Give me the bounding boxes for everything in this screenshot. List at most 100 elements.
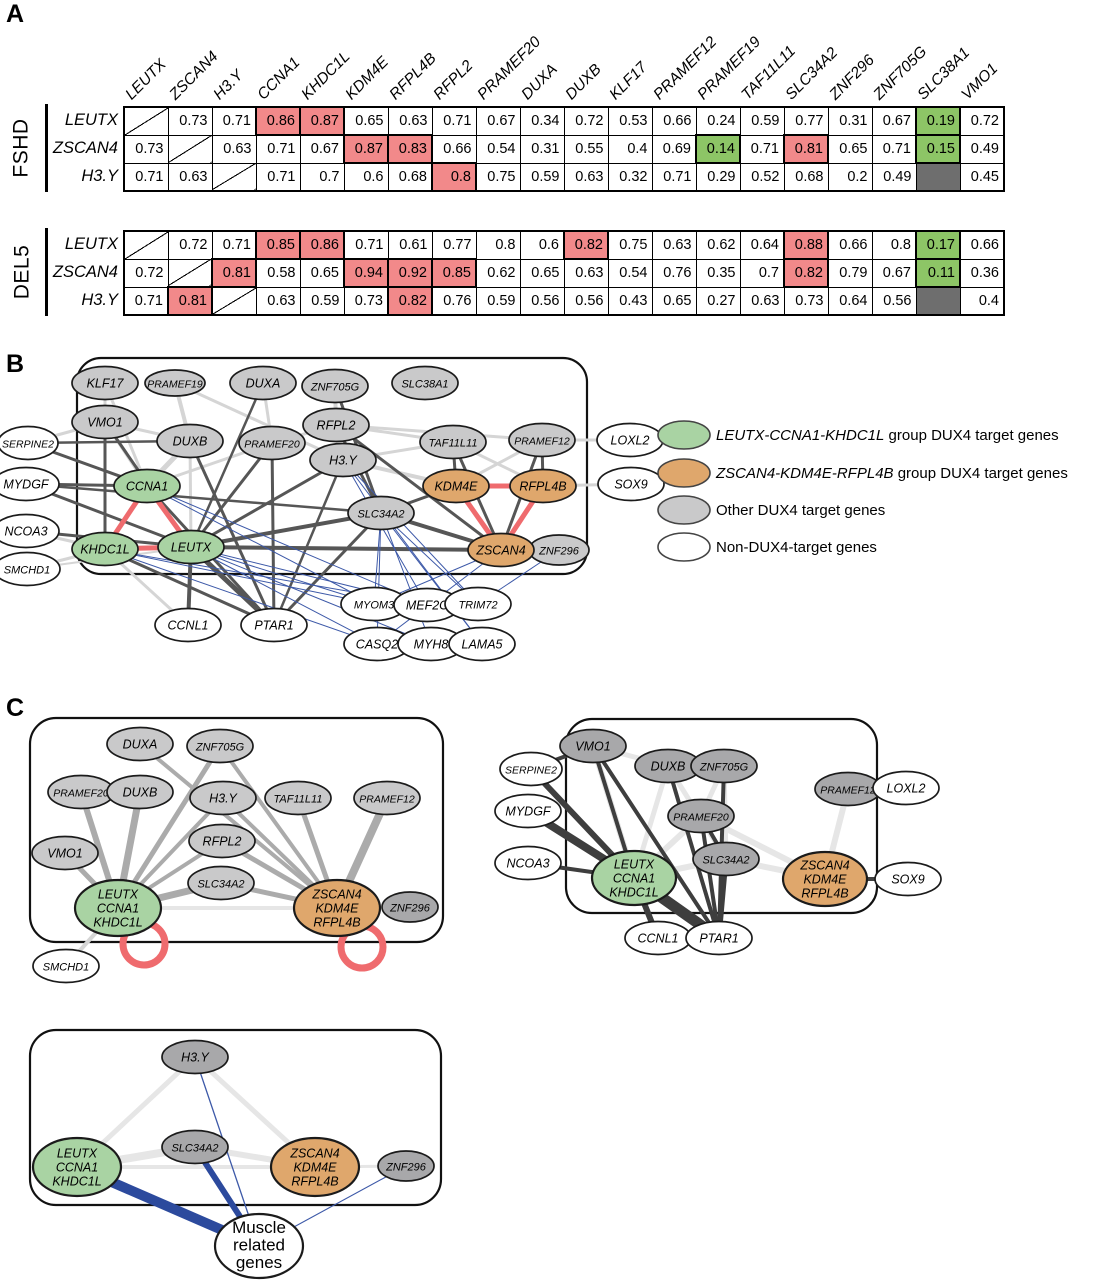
node-label: ZNF296 [538,545,580,557]
node-H3.Y [161,1039,229,1075]
panel-c-label: C [6,694,25,722]
group-box [28,716,445,944]
node-label: DUXB [651,759,686,773]
node-label: SLC34A2 [171,1142,218,1154]
node-LOXL2 [872,770,940,806]
diagonal-cell [167,134,213,164]
corr-cell: 0.59 [299,286,345,316]
corr-cell: 0.66 [827,230,873,260]
node-PRAMEF20 [238,425,306,461]
row-label-FSHD-ZSCAN4: ZSCAN4 [52,139,118,157]
corr-cell: 0.67 [299,134,345,164]
corr-cell: 0.59 [475,286,521,316]
muscle-network: H3.Y SLC34A2 ZNF296 LEUTX CCNA1 KHDC1L ZSCAN4 K… [28,1028,443,1280]
row-label-FSHD-H3.Y: H3.Y [81,167,118,185]
node-label: ZSCAN4 KDM4E RFPL4B [311,887,361,929]
legend-item-label: Non-DUX4-target genes [716,539,877,556]
corr-cell: 0.71 [123,286,169,316]
corr-cell: 0.73 [123,134,169,164]
table-row: 0.71 0.81 0.63 0.59 0.73 0.82 0.76 0.59 0.56 0.56… [123,286,1005,316]
node-VMO1 [71,404,139,440]
corr-cell: 0.63 [563,258,609,288]
node-MYDGF [0,466,60,502]
node-PRAMEF20 [667,798,735,834]
corr-cell: 0.24 [695,106,741,136]
node-label: SERPINE2 [2,438,54,450]
node-SOX9 [597,466,665,502]
node-label: ZNF296 [385,1161,427,1173]
fshd-grouped-network: DUXA ZNF705G PRAMEF20 DUXB H3.Y TAF11L11 PRAME… [28,716,445,984]
node-DUXB [106,774,174,810]
node-CCNA1 [113,468,181,504]
highlight-red-cell: 0.85 [255,230,301,260]
node-label: LOXL2 [887,781,926,795]
edge-KHDC1L-CASQ2 [104,548,378,645]
edge-KHDC1L-PTAR1 [103,547,276,627]
highlight-green-cell: 0.15 [915,134,961,164]
edge-DUXB-PTAR1 [666,764,721,940]
corr-cell: 0.79 [827,258,873,288]
node-LEUTX-CCNA1-KHDC1L [590,849,678,907]
node-label: VMO1 [47,846,82,860]
corr-cell: 0.63 [387,106,433,136]
corr-cell: 0.52 [739,162,785,192]
node-PTAR1 [240,607,308,643]
row-label-FSHD-LEUTX: LEUTX [64,111,118,129]
node-label: SOX9 [891,872,924,886]
corr-table-DEL5: 0.72 0.71 0.85 0.86 0.71 0.61 0.77 0.8 0.6 0.82 0.… [123,230,1005,316]
node-label: PRAMEF19 [147,378,203,390]
node-label: LEUTX [171,540,212,554]
corr-cell: 0.7 [739,258,785,288]
node-label: MYH8 [414,637,449,651]
corr-cell: 0.71 [123,162,169,192]
node-KDM4E [422,468,490,504]
node-label: LAMA5 [462,637,503,651]
node-label: SERPINE2 [505,764,557,776]
corr-cell: 0.56 [563,286,609,316]
node-SERPINE2 [0,425,59,461]
col-header-LEUTX: LEUTX [122,55,170,104]
legend-swatch-gray [657,495,711,525]
edge-DUXA-LEUTX [189,381,265,549]
node-RFPL2 [302,407,370,443]
group-label-DEL5: DEL5 [10,244,33,300]
legend-item-label: Other DUX4 target genes [716,502,885,519]
node-label: NCOA3 [4,524,47,538]
corr-cell: 0.75 [475,162,521,192]
node-LEUTX [157,529,225,565]
node-label: PRAMEF12 [514,435,570,447]
node-label: PTAR1 [254,618,293,632]
node-label: PRAMEF12 [820,784,876,796]
node-H3.Y [189,780,257,816]
node-LEUTX-CCNA1-KHDC1L [31,1136,123,1198]
node-TAF11L11 [419,424,487,460]
node-label: PRAMEF12 [359,793,415,805]
node-VMO1 [559,728,627,764]
corr-cell: 0.35 [695,258,741,288]
node-label: PRAMEF20 [673,811,729,823]
node-label: DUXB [123,785,158,799]
corr-cell: 0.73 [783,286,829,316]
corr-cell: 0.76 [431,286,477,316]
col-header-VMO1: VMO1 [958,60,1002,104]
corr-cell: 0.72 [563,106,609,136]
highlight-red-cell: 0.82 [387,286,433,316]
node-label: SMCHD1 [4,564,50,576]
node-label: MYDGF [3,477,50,491]
node-label: LEUTX CCNA1 KHDC1L [609,857,658,899]
node-label: CCNL1 [638,931,679,945]
row-label-DEL5-LEUTX: LEUTX [64,235,118,253]
corr-table-FSHD: 0.73 0.71 0.86 0.87 0.65 0.63 0.71 0.67 0.34 0.72… [123,106,1005,192]
highlight-green-cell: 0.14 [695,134,741,164]
node-label: ZSCAN4 KDM4E RFPL4B [799,858,849,900]
corr-cell: 0.54 [475,134,521,164]
corr-cell: 0.8 [871,230,917,260]
corr-cell: 0.76 [651,258,697,288]
corr-cell: 0.6 [519,230,565,260]
corr-cell: 0.59 [519,162,565,192]
corr-cell: 0.64 [827,286,873,316]
corr-cell: 0.31 [519,134,565,164]
node-label: SMCHD1 [43,961,89,973]
highlight-red-cell: 0.88 [783,230,829,260]
